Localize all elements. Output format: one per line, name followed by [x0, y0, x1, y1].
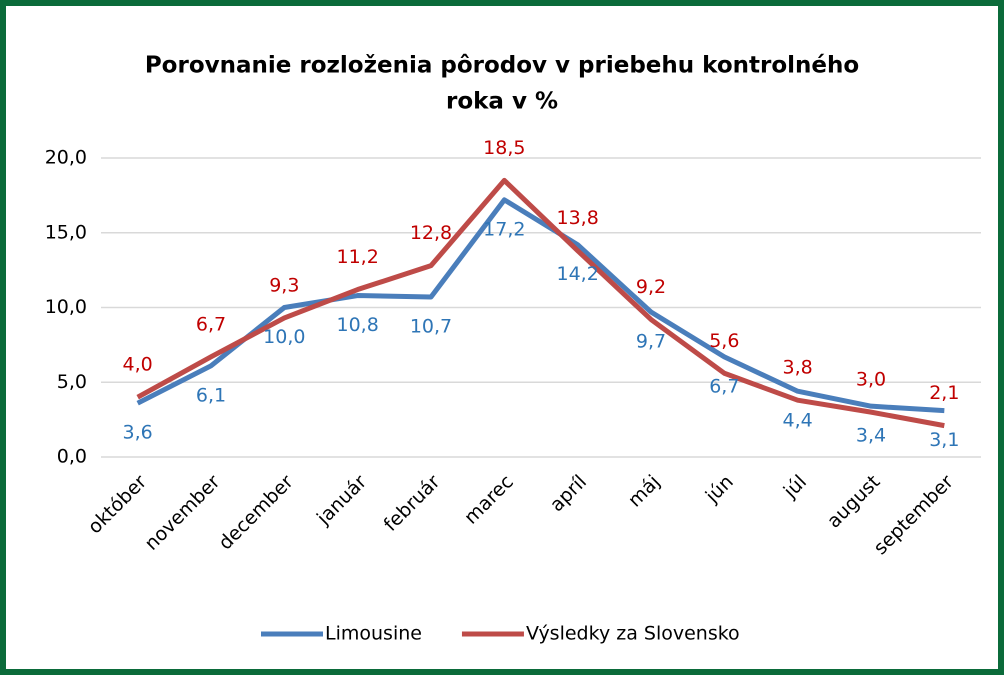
chart-title: roka v %: [446, 89, 558, 115]
x-tick-label: december: [214, 471, 298, 555]
x-tick-label: október: [84, 471, 151, 538]
data-label: 3,4: [856, 425, 886, 447]
data-label: 5,6: [709, 330, 739, 352]
data-label: 6,1: [196, 384, 226, 406]
data-label: 9,7: [636, 330, 666, 352]
x-tick-label: máj: [624, 471, 665, 512]
y-tick-label: 0,0: [57, 446, 87, 468]
y-tick-label: 10,0: [45, 296, 87, 318]
data-label: 11,2: [337, 246, 379, 268]
data-label: 3,1: [929, 429, 959, 451]
data-label: 10,7: [410, 316, 452, 338]
data-label: 3,6: [123, 422, 153, 444]
legend-label: Limousine: [325, 623, 422, 645]
data-label: 6,7: [196, 313, 226, 335]
x-tick-label: júl: [779, 471, 811, 503]
data-label: 10,0: [263, 326, 305, 348]
data-label: 18,5: [483, 137, 525, 159]
data-label: 4,0: [123, 354, 153, 376]
series-line: [136, 177, 945, 429]
x-tick-label: jún: [701, 471, 738, 508]
legend-label: Výsledky za Slovensko: [526, 623, 740, 645]
x-tick-label: február: [380, 471, 445, 536]
x-tick-label: január: [312, 471, 371, 530]
data-label: 2,1: [929, 382, 959, 404]
x-tick-label: august: [823, 471, 885, 533]
data-label: 10,8: [337, 314, 379, 336]
x-tick-label: apríl: [546, 471, 591, 516]
data-label: 9,3: [269, 274, 299, 296]
series-line: [136, 197, 945, 414]
x-tick-label: marec: [460, 471, 518, 529]
chart-title: Porovnanie rozloženia pôrodov v priebehu…: [145, 53, 859, 79]
x-tick-label: september: [869, 471, 957, 559]
data-label: 13,8: [557, 207, 599, 229]
data-label: 9,2: [636, 276, 666, 298]
data-label: 17,2: [483, 218, 525, 240]
y-tick-label: 15,0: [45, 221, 87, 243]
data-label: 4,4: [783, 410, 813, 432]
y-tick-label: 5,0: [57, 371, 87, 393]
chart: Porovnanie rozloženia pôrodov v priebehu…: [45, 53, 981, 645]
y-tick-label: 20,0: [45, 147, 87, 169]
data-label: 12,8: [410, 222, 452, 244]
data-label: 14,2: [557, 263, 599, 285]
data-label: 3,8: [783, 357, 813, 379]
data-label: 6,7: [709, 375, 739, 397]
data-label: 3,0: [856, 369, 886, 391]
x-tick-label: november: [141, 471, 225, 555]
